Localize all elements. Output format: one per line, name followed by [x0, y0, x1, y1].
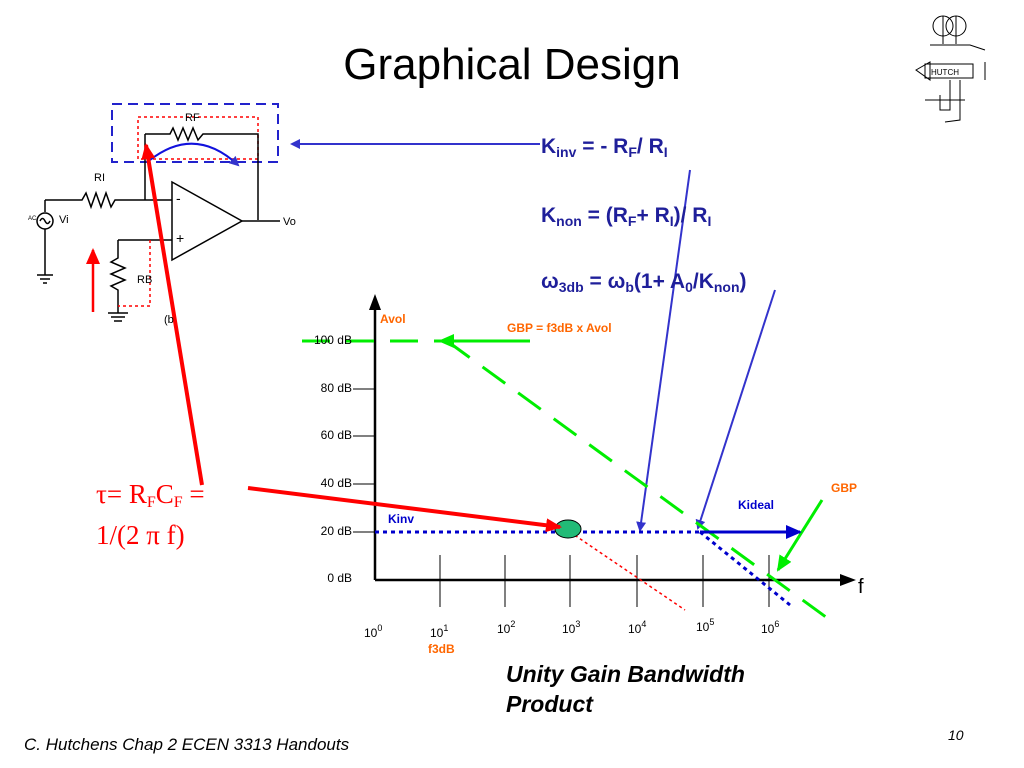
feedback-highlight-box	[111, 103, 279, 163]
pole-rolloff	[569, 531, 686, 611]
x-tick-label: 102	[497, 619, 516, 636]
gbp-label: GBP	[831, 481, 858, 495]
ac-label: AC	[28, 216, 37, 222]
tau-arrow-right	[247, 486, 562, 533]
avol-label: Avol	[380, 312, 406, 326]
x-tick-label: 105	[696, 617, 715, 634]
opamp-circuit	[36, 103, 280, 322]
f3db-label: f3dB	[428, 642, 455, 656]
pole-node	[554, 519, 582, 539]
y-tick-label: 0 dB	[327, 571, 352, 585]
circuit-b-label: (b	[164, 314, 174, 326]
tau-arrow-up	[141, 143, 204, 486]
y-tick-label: 40 dB	[320, 476, 352, 490]
opamp-minus: -	[176, 190, 181, 206]
rb-dotted-path	[118, 240, 151, 307]
knon-arrow	[636, 169, 691, 532]
x-tick-label: 101	[430, 623, 449, 640]
feedback-curve-arrow	[149, 142, 240, 167]
opamp-plus: +	[176, 230, 185, 246]
x-tick-label: 106	[761, 619, 780, 636]
x-axis-label: f	[858, 576, 864, 598]
rf-label: RF	[185, 112, 200, 124]
kinv-label: Kinv	[388, 512, 415, 526]
ri-resistor	[62, 190, 145, 210]
gbp-arrow	[776, 499, 824, 572]
kinv-equation: Kinv = - RF/ RI	[541, 135, 668, 160]
rb-label: RB	[137, 274, 153, 286]
caption: Unity Gain Bandwidth Product	[506, 661, 745, 717]
knon-equation: Knon = (RF+ RI)/ RI	[541, 204, 712, 229]
rf-resistor	[145, 126, 259, 220]
gbp-slope-line	[446, 339, 831, 622]
hutch-logo	[915, 15, 986, 123]
gbp-equation-label: GBP = f3dB x Avol	[507, 321, 612, 335]
x-tick-label: 100	[364, 623, 383, 640]
w3db-arrow	[695, 289, 776, 530]
kinv-rolloff	[699, 530, 791, 607]
x-tick-label: 103	[562, 619, 581, 636]
x-tick-label: 104	[628, 619, 647, 636]
bode-plot	[302, 294, 856, 622]
rb-resistor	[109, 240, 127, 313]
w3db-equation: ω3db = ωb(1+ A0/Knon)	[541, 270, 747, 295]
hutch-logo-label: HUTCH	[931, 68, 959, 77]
y-tick-label: 80 dB	[320, 381, 352, 395]
ri-label: RI	[94, 172, 105, 184]
y-tick-label: 20 dB	[320, 524, 352, 538]
vo-label: Vo	[283, 216, 296, 228]
kideal-label: Kideal	[738, 498, 775, 512]
y-tick-label: 100 dB	[313, 333, 352, 347]
page-number: 10	[948, 727, 964, 743]
y-tick-label: 60 dB	[320, 428, 352, 442]
footer-text: C. Hutchens Chap 2 ECEN 3313 Handouts	[24, 735, 350, 754]
vi-label: Vi	[59, 214, 69, 226]
opamp-triangle	[171, 180, 244, 262]
tau-equation: τ= RFCF = 1/(2 π f)	[96, 479, 205, 550]
page-title: Graphical Design	[343, 40, 681, 89]
